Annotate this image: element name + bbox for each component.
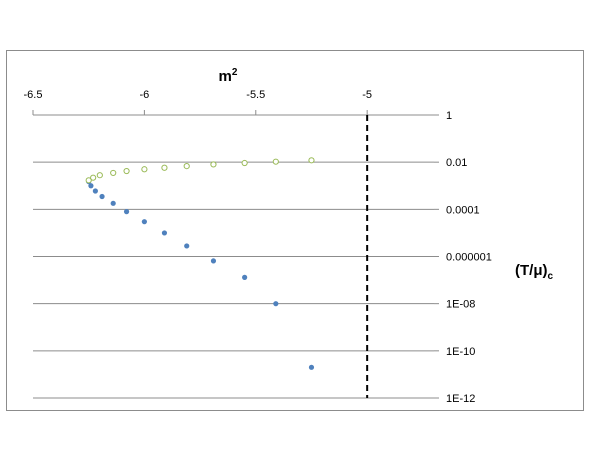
- data-point-filled: [99, 193, 105, 200]
- data-point-filled: [141, 219, 147, 225]
- y-tick-label: 1E-08: [446, 299, 475, 311]
- data-point-filled: [88, 183, 94, 189]
- data-point-filled: [210, 258, 217, 264]
- x-axis-line: [32, 110, 434, 116]
- y-tick-label: 0.000001: [446, 252, 492, 264]
- data-point-filled: [184, 243, 190, 249]
- x-tick-label: -6: [139, 89, 149, 101]
- data-point-open: [272, 158, 279, 165]
- data-point-open: [241, 159, 248, 167]
- data-point-open: [110, 169, 117, 177]
- data-point-filled: [273, 301, 279, 307]
- y-axis-title: (T/μ)c: [515, 262, 554, 282]
- y-tick-label: 1: [446, 110, 452, 122]
- x-tick-label: -6.5: [24, 89, 43, 101]
- data-point-open: [85, 177, 92, 184]
- y-tick-label: 1E-10: [446, 346, 475, 358]
- data-point-open: [141, 166, 148, 173]
- x-axis-title: m2: [219, 67, 238, 85]
- data-points: [85, 157, 315, 370]
- data-point-open: [90, 174, 97, 181]
- data-point-filled: [242, 274, 248, 280]
- data-point-open: [183, 163, 190, 170]
- data-point-filled: [92, 188, 98, 194]
- x-tick-label: -5: [362, 89, 372, 101]
- x-tick-label: -5.5: [246, 89, 265, 101]
- data-point-open: [161, 164, 168, 171]
- y-tick-label: 1E-12: [446, 393, 475, 405]
- y-tick-label: 0.01: [446, 157, 467, 169]
- y-tick-labels: 1 0.01 0.0001 0.000001 1E-08 1E-10 1E-12: [446, 110, 492, 405]
- x-tick-labels: -6.5 -6 -5.5 -5: [24, 89, 373, 101]
- data-point-filled: [308, 364, 315, 370]
- data-point-open: [123, 167, 130, 175]
- data-point-open: [96, 172, 103, 179]
- y-tick-label: 0.0001: [446, 204, 480, 216]
- data-point-open: [308, 157, 315, 164]
- data-point-filled: [110, 200, 116, 206]
- data-point-filled: [123, 209, 130, 215]
- data-point-open: [210, 161, 217, 168]
- data-point-filled: [161, 230, 168, 236]
- grid-lines: [33, 114, 439, 399]
